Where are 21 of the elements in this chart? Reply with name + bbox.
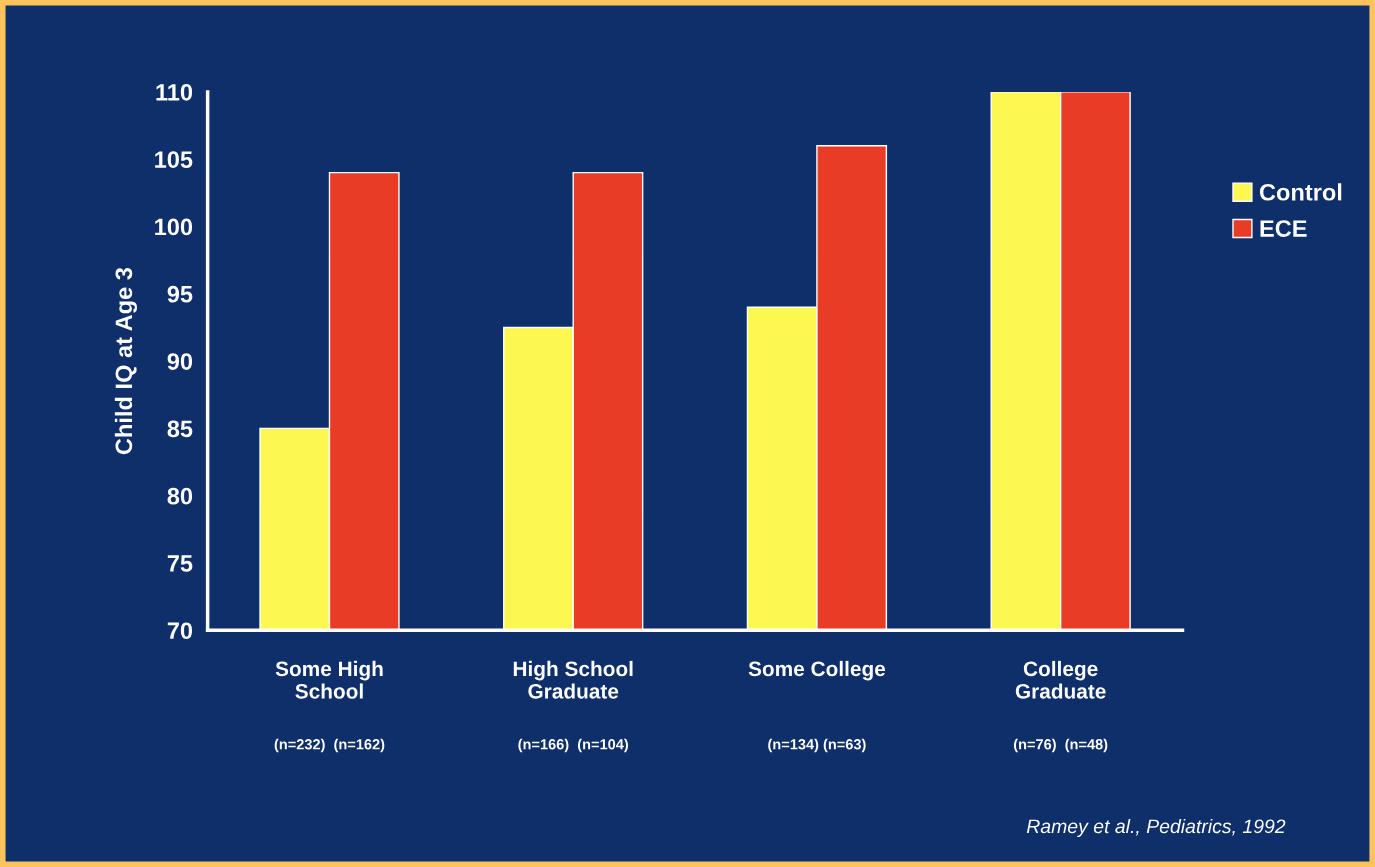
- annotation: (n=232) (n=162): [274, 738, 385, 753]
- y-tick-label: 80: [167, 487, 193, 505]
- y-tick-label: 100: [155, 218, 193, 236]
- y-axis-title: Child IQ at Age 3: [114, 267, 137, 455]
- annotation: (n=134) (n=63): [768, 738, 866, 753]
- x-tick-label: High School Graduate: [513, 660, 633, 699]
- y-tick-label: 95: [167, 285, 193, 303]
- y-tick-label: 105: [155, 151, 193, 168]
- annotation: (n=166) (n=104): [518, 738, 628, 753]
- annotation: (n=76) (n=48): [1013, 738, 1108, 753]
- legend-label: ECE: [1260, 220, 1307, 237]
- y-tick-label: 110: [156, 83, 193, 101]
- x-tick-label: Some High School: [275, 660, 383, 699]
- text: Ramey et al., Pediatrics, 1992: [1026, 818, 1286, 838]
- x-tick-label: College Graduate: [1015, 660, 1106, 699]
- y-tick-label: 70: [167, 622, 193, 640]
- y-tick-label: 75: [167, 555, 193, 572]
- y-tick-label: 90: [167, 353, 193, 370]
- y-tick-label: 85: [167, 420, 193, 438]
- x-tick-label: Some College: [748, 660, 886, 681]
- legend-label: Control: [1259, 183, 1342, 201]
